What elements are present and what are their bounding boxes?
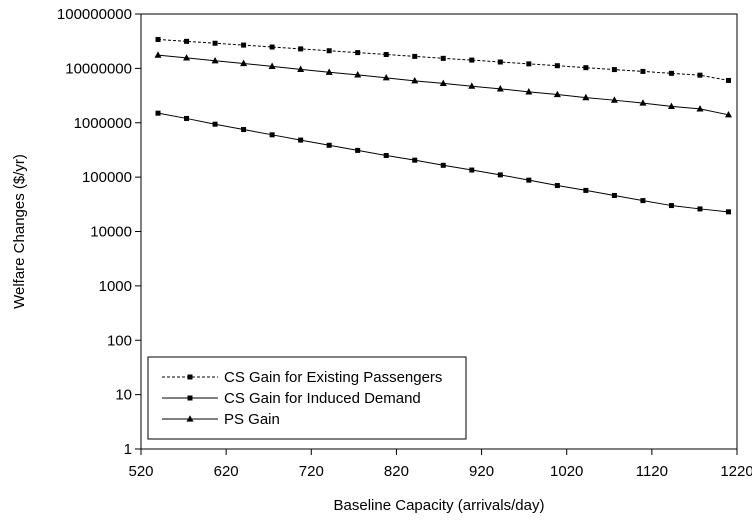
data-point	[697, 206, 703, 212]
data-point	[526, 61, 532, 67]
data-point	[525, 88, 533, 95]
y-tick-label: 1000000	[74, 115, 132, 132]
data-point	[725, 77, 731, 83]
data-point	[355, 147, 361, 153]
data-point	[583, 187, 589, 193]
legend-label: CS Gain for Induced Demand	[224, 390, 421, 407]
legend-marker	[186, 415, 194, 422]
data-point	[440, 162, 446, 168]
legend-label: PS Gain	[224, 411, 280, 428]
data-point	[610, 96, 618, 103]
data-point	[326, 142, 332, 148]
data-point	[269, 44, 275, 50]
data-point	[155, 110, 161, 116]
data-point	[553, 90, 561, 98]
data-point	[526, 177, 532, 183]
y-tick-label: 10000000	[65, 60, 132, 77]
data-point	[383, 152, 389, 158]
data-point	[155, 36, 161, 42]
data-point	[554, 183, 560, 189]
data-point	[241, 127, 247, 133]
data-point	[184, 38, 190, 44]
data-point	[725, 209, 731, 215]
y-tick-label: 1	[124, 441, 132, 458]
data-point	[154, 51, 162, 58]
data-point	[668, 70, 674, 76]
data-point	[184, 115, 190, 121]
y-tick-label: 100000000	[57, 6, 132, 23]
data-point	[268, 62, 276, 69]
data-point	[468, 82, 476, 89]
x-tick-label: 520	[128, 463, 153, 480]
legend-marker	[187, 395, 193, 401]
y-axis-ticks: 1 10 100 1000 10000 100000 1000000 10000000 1000…	[57, 6, 141, 458]
x-tick-label: 720	[299, 463, 324, 480]
series-2	[155, 110, 731, 215]
x-tick-label: 920	[469, 463, 494, 480]
data-point	[497, 172, 503, 178]
plot-frame	[140, 13, 738, 450]
data-point	[241, 42, 247, 48]
data-point	[611, 192, 617, 198]
y-tick-label: 1000	[99, 278, 132, 295]
data-point	[412, 53, 418, 59]
data-point	[497, 59, 503, 65]
data-point	[554, 63, 560, 69]
data-point	[440, 55, 446, 61]
data-point	[469, 57, 475, 63]
x-tick-label: 1120	[636, 463, 668, 480]
data-point	[211, 56, 219, 64]
data-point	[298, 137, 304, 143]
series-1	[155, 36, 731, 83]
data-point	[640, 68, 646, 74]
data-point	[298, 46, 304, 52]
data-point	[354, 71, 362, 78]
data-point	[382, 74, 390, 81]
data-point	[668, 203, 674, 209]
series-layer	[154, 36, 732, 215]
data-point	[355, 50, 361, 56]
x-axis-ticks: 520 620 720 820 920 1020 1120 1220	[128, 449, 752, 480]
y-tick-label: 100	[107, 332, 132, 349]
x-tick-label: 1220	[720, 463, 752, 480]
data-point	[412, 157, 418, 163]
data-point	[496, 85, 504, 92]
data-point	[326, 48, 332, 54]
x-axis-title: Baseline Capacity (arrivals/day)	[334, 497, 545, 514]
x-tick-label: 820	[384, 463, 409, 480]
data-point	[583, 65, 589, 71]
data-point	[469, 167, 475, 173]
data-point	[411, 77, 419, 84]
data-point	[640, 198, 646, 204]
legend-marker	[187, 374, 193, 380]
data-point	[439, 79, 447, 86]
data-point	[611, 67, 617, 73]
data-point	[325, 68, 333, 75]
data-point	[667, 102, 675, 109]
data-point	[697, 72, 703, 78]
data-point	[240, 59, 248, 67]
data-point	[696, 105, 704, 112]
data-point	[212, 121, 218, 127]
data-point	[212, 40, 218, 46]
series-3	[154, 51, 732, 118]
y-tick-label: 100000	[82, 169, 132, 186]
data-point	[269, 132, 275, 138]
x-tick-label: 1020	[550, 463, 583, 480]
data-point	[183, 54, 191, 61]
y-axis-title: Welfare Changes ($/yr)	[11, 154, 28, 309]
data-point	[297, 65, 305, 72]
data-point	[383, 51, 389, 57]
x-tick-label: 620	[214, 463, 239, 480]
legend-label: CS Gain for Existing Passengers	[224, 369, 442, 386]
data-point	[724, 111, 732, 118]
y-tick-label: 10000	[90, 224, 132, 241]
data-point	[639, 99, 647, 106]
y-tick-label: 10	[115, 387, 132, 404]
legend: CS Gain for Existing Passengers CS Gain f…	[147, 356, 467, 440]
data-point	[582, 93, 590, 101]
